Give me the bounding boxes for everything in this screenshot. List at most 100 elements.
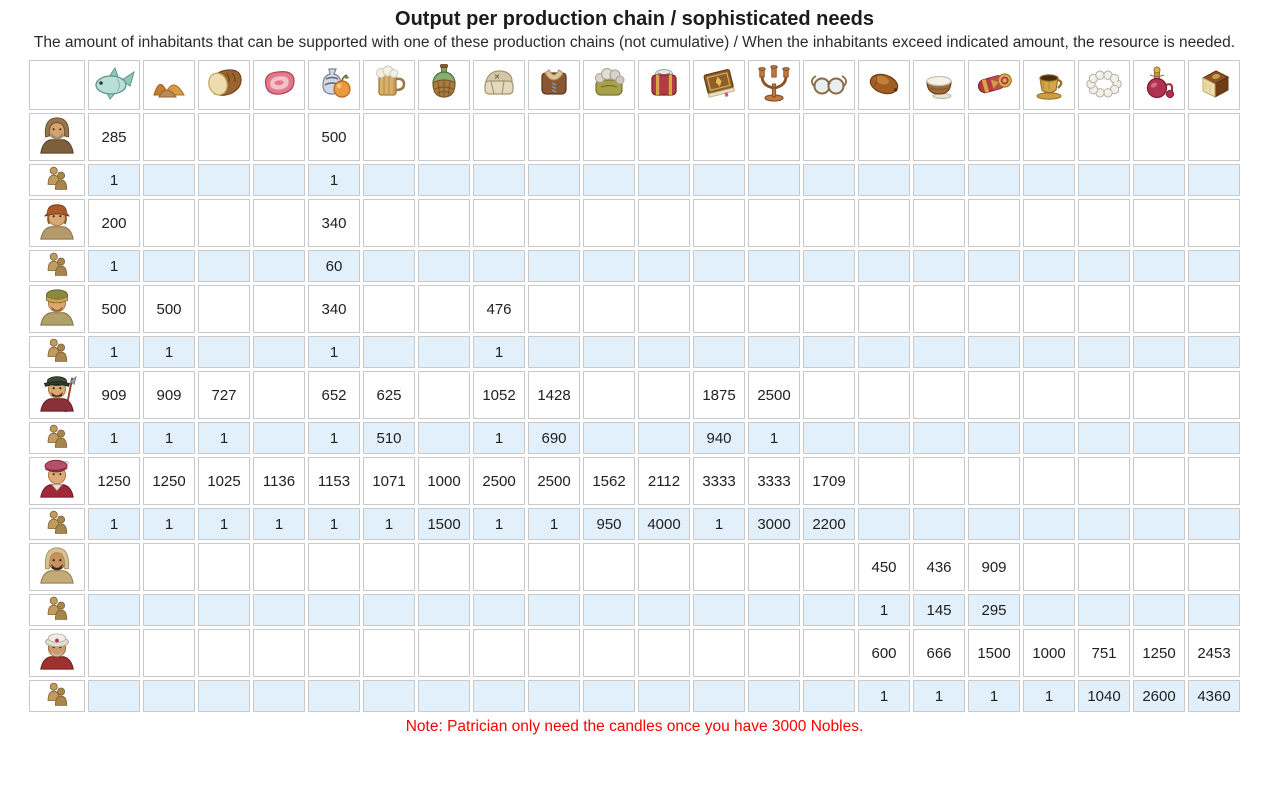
output-envoy-brocade_robes [638, 629, 690, 678]
threshold-peasant-pearl_necklaces [1078, 250, 1130, 283]
output-envoy-marzipan: 2453 [1188, 629, 1240, 678]
output-peasant-perfume [1133, 199, 1185, 248]
threshold-patrician-meat [253, 422, 305, 455]
threshold-patrician-books: 940 [693, 422, 745, 455]
output-nomad-fur_coats [583, 543, 635, 592]
wine-icon [422, 61, 466, 105]
threshold-beggar-milk [913, 164, 965, 197]
output-beggar-beer [363, 113, 415, 162]
threshold-envoy-glasses [803, 680, 855, 713]
threshold-citizen-wine [418, 336, 470, 369]
column-header-candlesticks [748, 60, 800, 111]
threshold-nobleman-wine: 1500 [418, 508, 470, 541]
threshold-nobleman-brocade_robes: 4000 [638, 508, 690, 541]
threshold-nomad-glasses [803, 594, 855, 627]
output-row-beggar: 285 500 [29, 113, 1240, 162]
threshold-beggar-carpets [968, 164, 1020, 197]
output-patrician-cider: 652 [308, 371, 360, 420]
portrait-cell-nomad [29, 543, 85, 592]
output-beggar-books [693, 113, 745, 162]
threshold-peasant-books [693, 250, 745, 283]
output-citizen-cider: 340 [308, 285, 360, 334]
threshold-envoy-candlesticks [748, 680, 800, 713]
output-nobleman-fish: 1250 [88, 457, 140, 506]
threshold-row-patrician: 1 1 1 1 510 1 690 940 1 [29, 422, 1240, 455]
threshold-patrician-fish: 1 [88, 422, 140, 455]
threshold-beggar-leather_jerkins [528, 164, 580, 197]
marzipan-icon [1192, 61, 1236, 105]
milk-icon [917, 61, 961, 105]
output-nobleman-candlesticks: 3333 [748, 457, 800, 506]
output-citizen-brocade_robes [638, 285, 690, 334]
threshold-beggar-wine [418, 164, 470, 197]
output-nobleman-milk [913, 457, 965, 506]
output-envoy-books [693, 629, 745, 678]
output-nomad-dates: 450 [858, 543, 910, 592]
output-nobleman-fur_coats: 1562 [583, 457, 635, 506]
threshold-nomad-milk: 145 [913, 594, 965, 627]
output-peasant-glasses [803, 199, 855, 248]
output-patrician-fur_coats [583, 371, 635, 420]
population-icon [44, 165, 70, 191]
threshold-envoy-beer [363, 680, 415, 713]
threshold-beggar-linen_garments [473, 164, 525, 197]
output-nomad-coffee [1023, 543, 1075, 592]
threshold-peasant-brocade_robes [638, 250, 690, 283]
threshold-peasant-fish: 1 [88, 250, 140, 283]
column-header-meat [253, 60, 305, 111]
threshold-nobleman-books: 1 [693, 508, 745, 541]
portrait-cell-beggar [29, 113, 85, 162]
output-patrician-brocade_robes [638, 371, 690, 420]
threshold-nomad-spices [143, 594, 195, 627]
nomad-portrait [36, 544, 78, 586]
output-peasant-spices [143, 199, 195, 248]
population-icon [44, 595, 70, 621]
threshold-nobleman-dates [858, 508, 910, 541]
threshold-envoy-books [693, 680, 745, 713]
threshold-citizen-meat [253, 336, 305, 369]
threshold-citizen-milk [913, 336, 965, 369]
threshold-nomad-cider [308, 594, 360, 627]
output-nomad-books [693, 543, 745, 592]
output-peasant-milk [913, 199, 965, 248]
output-nomad-spices [143, 543, 195, 592]
population-icon [44, 251, 70, 277]
threshold-nobleman-fish: 1 [88, 508, 140, 541]
output-peasant-pearl_necklaces [1078, 199, 1130, 248]
output-citizen-spices: 500 [143, 285, 195, 334]
output-citizen-glasses [803, 285, 855, 334]
threshold-patrician-brocade_robes [638, 422, 690, 455]
threshold-citizen-carpets [968, 336, 1020, 369]
output-row-nobleman: 1250 1250 1025 1136 1153 1071 1000 2500 2500 1562… [29, 457, 1240, 506]
threshold-beggar-perfume [1133, 164, 1185, 197]
threshold-nobleman-bread: 1 [198, 508, 250, 541]
output-citizen-wine [418, 285, 470, 334]
output-nobleman-linen_garments: 2500 [473, 457, 525, 506]
output-nomad-milk: 436 [913, 543, 965, 592]
threshold-citizen-cider: 1 [308, 336, 360, 369]
population-cell-nomad [29, 594, 85, 627]
threshold-envoy-coffee: 1 [1023, 680, 1075, 713]
threshold-nomad-meat [253, 594, 305, 627]
output-nomad-fish [88, 543, 140, 592]
output-patrician-glasses [803, 371, 855, 420]
threshold-nobleman-meat: 1 [253, 508, 305, 541]
threshold-patrician-fur_coats [583, 422, 635, 455]
books-icon [697, 61, 741, 105]
cider-icon [312, 61, 356, 105]
threshold-nomad-perfume [1133, 594, 1185, 627]
output-nobleman-perfume [1133, 457, 1185, 506]
threshold-beggar-cider: 1 [308, 164, 360, 197]
linen-garments-icon [477, 61, 521, 105]
threshold-patrician-milk [913, 422, 965, 455]
output-citizen-leather_jerkins [528, 285, 580, 334]
bread-icon [202, 61, 246, 105]
output-peasant-cider: 340 [308, 199, 360, 248]
output-patrician-bread: 727 [198, 371, 250, 420]
threshold-peasant-leather_jerkins [528, 250, 580, 283]
threshold-nomad-candlesticks [748, 594, 800, 627]
portrait-cell-envoy [29, 629, 85, 678]
output-nobleman-pearl_necklaces [1078, 457, 1130, 506]
column-header-beer [363, 60, 415, 111]
output-row-envoy: 600 666 1500 1000 751 1250 2453 [29, 629, 1240, 678]
